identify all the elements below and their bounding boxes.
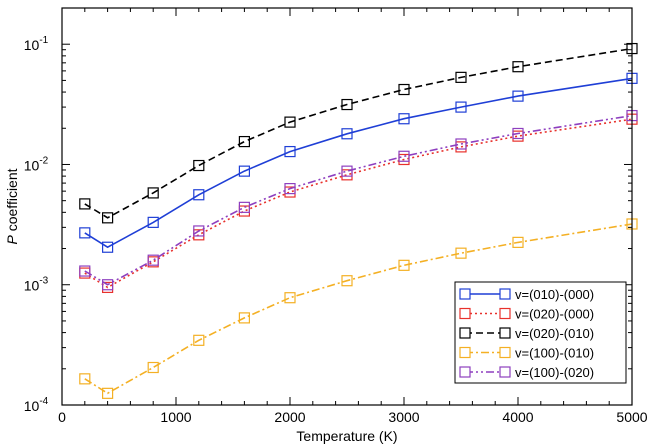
y-axis-label-italic: P	[4, 235, 20, 245]
data-point	[238, 135, 250, 148]
data-point	[341, 275, 353, 287]
x-tick-label: 4000	[502, 409, 533, 425]
x-tick-label: 3000	[388, 409, 419, 425]
data-point	[341, 169, 353, 181]
x-tick-label: 1000	[160, 409, 191, 425]
data-point	[512, 127, 524, 140]
data-point	[284, 183, 296, 195]
y-axis-label-rest: coefficient	[4, 168, 20, 235]
data-point	[101, 241, 114, 253]
data-point	[238, 201, 250, 213]
series-line-2	[84, 118, 633, 289]
legend-marker	[459, 327, 471, 339]
data-point	[398, 83, 410, 96]
data-point	[193, 225, 205, 237]
data-point	[455, 101, 467, 113]
legend-label: v=(010)-(000)	[515, 287, 594, 302]
data-point	[147, 254, 159, 266]
legend-marker	[499, 288, 511, 300]
data-point	[79, 198, 91, 210]
data-point	[193, 334, 205, 346]
data-point	[455, 138, 467, 150]
data-point	[341, 165, 353, 177]
legend-label: v=(100)-(020)	[515, 365, 594, 380]
legend-label: v=(020)-(010)	[515, 326, 594, 341]
data-point	[238, 205, 250, 217]
data-point	[193, 189, 205, 201]
data-point	[512, 61, 524, 73]
data-point	[284, 292, 296, 304]
legend: v=(010)-(000) v=(020)-(000) v=(020)-(010) v…	[454, 281, 627, 384]
series-line-1	[84, 77, 633, 249]
legend-marker	[499, 366, 511, 378]
data-point	[79, 373, 91, 385]
legend-box	[454, 281, 627, 384]
data-point	[398, 113, 410, 125]
y-tick-label: 10-4	[24, 396, 49, 414]
data-point	[512, 90, 524, 102]
y-axis-label: P coefficient	[4, 168, 20, 244]
legend-marker	[459, 366, 471, 378]
series-line-5	[84, 114, 633, 286]
legend-marker	[459, 288, 471, 300]
series-layer	[79, 42, 638, 399]
data-point	[512, 236, 524, 248]
data-point	[284, 145, 296, 158]
x-tick-label: 5000	[616, 409, 647, 425]
data-point	[341, 128, 353, 140]
data-point	[398, 150, 410, 162]
legend-label: v=(100)-(010)	[515, 346, 594, 361]
y-tick-label: 10-3	[24, 276, 49, 294]
data-point	[101, 212, 114, 224]
legend-marker	[499, 307, 511, 320]
data-point	[193, 159, 205, 172]
data-point	[238, 165, 250, 177]
legend-label: v=(020)-(000)	[515, 307, 594, 322]
x-tick-label: 2000	[274, 409, 305, 425]
data-point	[455, 71, 467, 83]
legend-marker	[459, 307, 471, 320]
data-point	[238, 312, 250, 324]
series-line-3	[84, 47, 633, 219]
data-point	[79, 265, 91, 277]
axes-layer: 0 1000 2000 3000 4000 5000 10-4 10-3 10-2 10-1	[24, 7, 648, 425]
legend-marker	[499, 327, 511, 339]
x-tick-label: 0	[58, 409, 66, 425]
data-point	[147, 187, 159, 199]
data-point	[284, 116, 296, 128]
data-point	[101, 279, 114, 291]
data-point	[147, 361, 159, 374]
x-axis-label: Temperature (K)	[296, 428, 397, 444]
plot-frame	[61, 7, 633, 406]
legend-marker	[459, 346, 471, 359]
data-point	[341, 98, 353, 111]
data-point	[101, 387, 114, 399]
y-tick-label: 10-2	[24, 155, 49, 173]
y-tick-label: 10-1	[24, 35, 49, 53]
legend-marker	[499, 346, 511, 359]
data-point	[398, 259, 410, 271]
data-point	[147, 216, 159, 228]
data-point	[79, 227, 91, 239]
data-point	[455, 247, 467, 259]
